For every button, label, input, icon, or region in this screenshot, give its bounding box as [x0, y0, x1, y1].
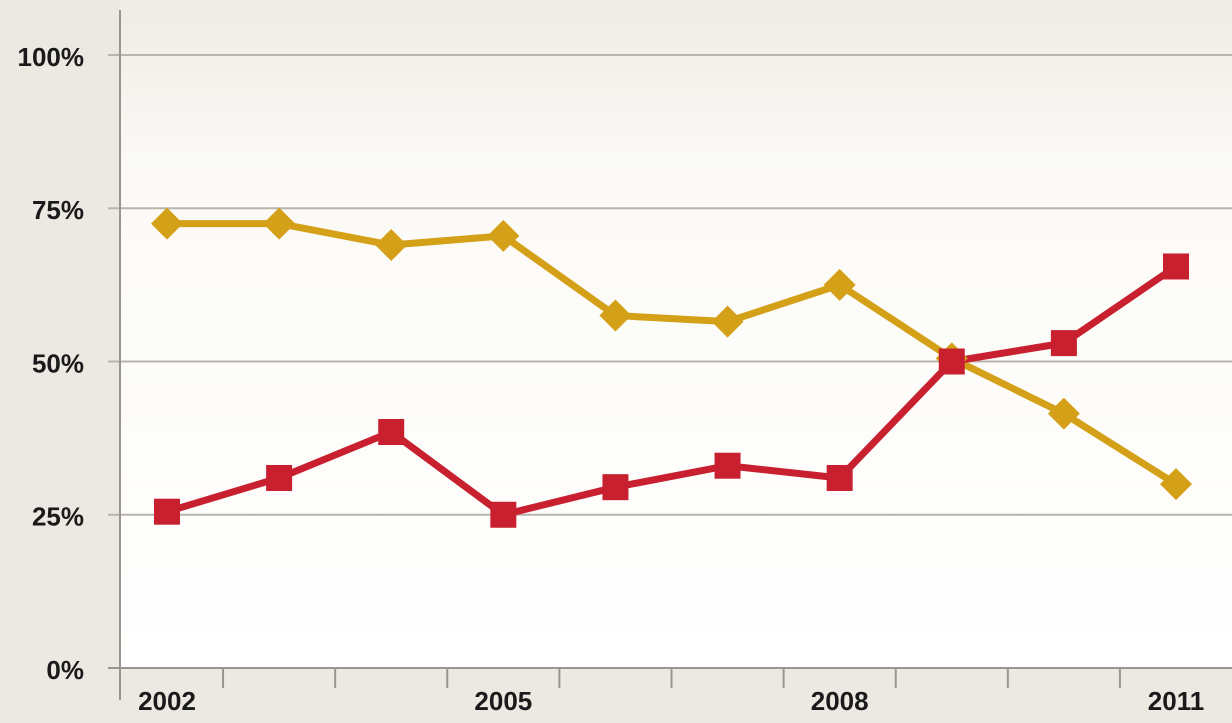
series-0-point-2010	[1047, 397, 1080, 430]
series-1-point-2009	[938, 348, 965, 375]
series-1-point-2003	[266, 464, 293, 491]
series-markers	[151, 207, 1192, 528]
x-tick-label: 2008	[811, 686, 869, 716]
plot-background	[120, 0, 1232, 668]
series-0-point-2006	[599, 299, 632, 332]
tick-labels: 0% 25% 50% 75% 100% 2002 2005 2008 2011	[18, 42, 1205, 716]
series-0-point-2007	[711, 305, 744, 338]
y-tick-label: 0%	[46, 655, 84, 685]
series-0-point-2002	[151, 207, 183, 240]
series-1-point-2002	[154, 498, 180, 525]
y-tick-label: 75%	[32, 195, 84, 225]
series-1-line	[165, 263, 1178, 519]
series-0-point-2011	[1160, 468, 1192, 501]
series-1-point-2008	[826, 464, 853, 491]
series-0-point-2008	[823, 268, 856, 301]
series-1-point-2007	[714, 452, 741, 479]
axes	[108, 10, 1232, 700]
y-tick-label: 50%	[32, 348, 84, 378]
series-1-point-2005	[490, 501, 517, 528]
series-1-point-2006	[602, 474, 629, 501]
x-tick-label: 2002	[138, 686, 196, 716]
series-0-point-2004	[375, 229, 408, 262]
series-1-point-2011	[1163, 253, 1189, 280]
x-tick-label: 2011	[1148, 686, 1204, 716]
y-tick-label: 100%	[18, 42, 85, 72]
x-tick-label: 2005	[474, 686, 532, 716]
gridlines	[108, 54, 1232, 516]
y-tick-label: 25%	[32, 502, 84, 532]
series-0-line	[167, 220, 1178, 488]
series-1-point-2004	[378, 418, 405, 445]
series-lines	[165, 220, 1178, 519]
series-0-point-2005	[487, 219, 520, 252]
series-1-point-2010	[1050, 330, 1077, 357]
series-0-point-2003	[263, 207, 296, 240]
